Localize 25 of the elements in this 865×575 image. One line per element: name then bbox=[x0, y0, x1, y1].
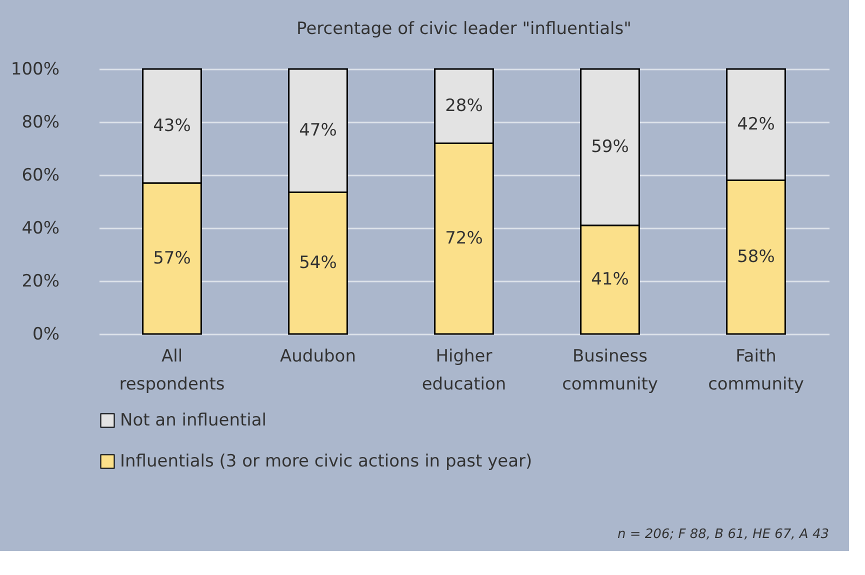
y-tick-label: 20% bbox=[22, 272, 60, 292]
chart-title: Percentage of civic leader "influentials" bbox=[296, 19, 632, 39]
y-tick-label: 100% bbox=[10, 60, 60, 80]
data-label: 58% bbox=[737, 247, 775, 268]
x-tick-label: Audubon bbox=[280, 346, 356, 366]
x-tick-label: Higher education bbox=[422, 346, 506, 394]
data-label: 57% bbox=[153, 248, 191, 268]
data-label: 72% bbox=[445, 228, 483, 249]
y-tick-label: 60% bbox=[22, 166, 60, 186]
data-label: 47% bbox=[299, 120, 337, 141]
legend-label: Influentials (3 or more civic actions in past year) bbox=[120, 452, 532, 472]
legend-label: Not an influential bbox=[120, 410, 267, 430]
data-label: 42% bbox=[737, 114, 775, 135]
data-label: 59% bbox=[591, 137, 629, 158]
x-tick-label: Faith community bbox=[708, 346, 804, 394]
x-tick-label: All respondents bbox=[119, 346, 225, 394]
data-label: 43% bbox=[153, 116, 191, 136]
y-tick-label: 40% bbox=[22, 218, 60, 238]
text: n = 206; F 88, B 61, HE 67, A 43 bbox=[618, 527, 829, 542]
data-label: 28% bbox=[445, 96, 483, 116]
y-tick-label: 0% bbox=[32, 324, 60, 344]
data-label: 54% bbox=[299, 253, 337, 274]
data-label: 41% bbox=[591, 270, 629, 290]
y-tick-label: 80% bbox=[22, 112, 60, 132]
x-tick-label: Business community bbox=[562, 346, 658, 394]
